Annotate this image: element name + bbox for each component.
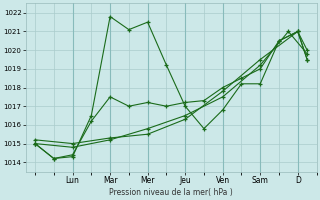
X-axis label: Pression niveau de la mer( hPa ): Pression niveau de la mer( hPa ) [109, 188, 233, 197]
